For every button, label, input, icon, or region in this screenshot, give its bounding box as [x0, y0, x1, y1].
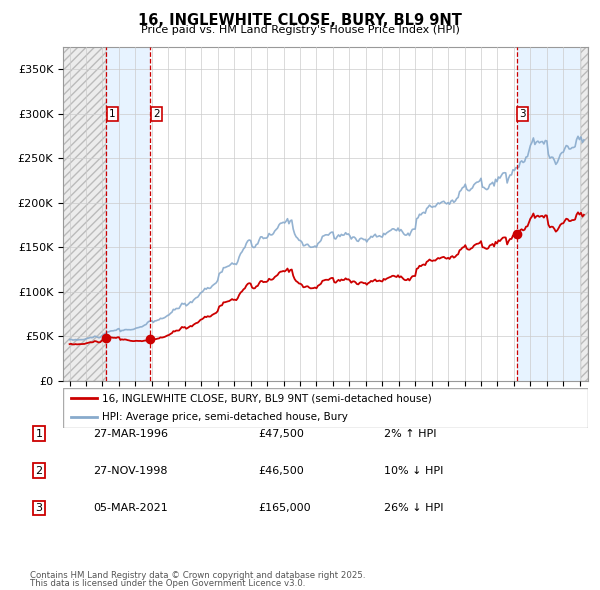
- Bar: [63, 47, 106, 381]
- Text: 10% ↓ HPI: 10% ↓ HPI: [384, 466, 443, 476]
- Text: 1: 1: [35, 429, 43, 438]
- Text: 16, INGLEWHITE CLOSE, BURY, BL9 9NT: 16, INGLEWHITE CLOSE, BURY, BL9 9NT: [138, 13, 462, 28]
- FancyBboxPatch shape: [63, 388, 588, 428]
- Text: 2% ↑ HPI: 2% ↑ HPI: [384, 429, 437, 438]
- Text: 3: 3: [35, 503, 43, 513]
- Bar: [517, 47, 581, 381]
- Bar: [106, 47, 151, 381]
- Bar: [63, 47, 106, 381]
- Text: £46,500: £46,500: [258, 466, 304, 476]
- Text: This data is licensed under the Open Government Licence v3.0.: This data is licensed under the Open Gov…: [30, 579, 305, 588]
- Text: Price paid vs. HM Land Registry's House Price Index (HPI): Price paid vs. HM Land Registry's House …: [140, 25, 460, 35]
- Text: 1: 1: [109, 109, 116, 119]
- Text: 2: 2: [153, 109, 160, 119]
- Text: £47,500: £47,500: [258, 429, 304, 438]
- Text: 16, INGLEWHITE CLOSE, BURY, BL9 9NT (semi-detached house): 16, INGLEWHITE CLOSE, BURY, BL9 9NT (sem…: [103, 394, 432, 404]
- Bar: [151, 47, 517, 381]
- Text: 27-MAR-1996: 27-MAR-1996: [93, 429, 168, 438]
- Bar: [581, 47, 588, 381]
- Text: £165,000: £165,000: [258, 503, 311, 513]
- Text: 05-MAR-2021: 05-MAR-2021: [93, 503, 168, 513]
- Text: 27-NOV-1998: 27-NOV-1998: [93, 466, 167, 476]
- Bar: [581, 47, 588, 381]
- Text: 26% ↓ HPI: 26% ↓ HPI: [384, 503, 443, 513]
- Text: Contains HM Land Registry data © Crown copyright and database right 2025.: Contains HM Land Registry data © Crown c…: [30, 571, 365, 579]
- Text: 2: 2: [35, 466, 43, 476]
- Text: 3: 3: [520, 109, 526, 119]
- Text: HPI: Average price, semi-detached house, Bury: HPI: Average price, semi-detached house,…: [103, 412, 348, 422]
